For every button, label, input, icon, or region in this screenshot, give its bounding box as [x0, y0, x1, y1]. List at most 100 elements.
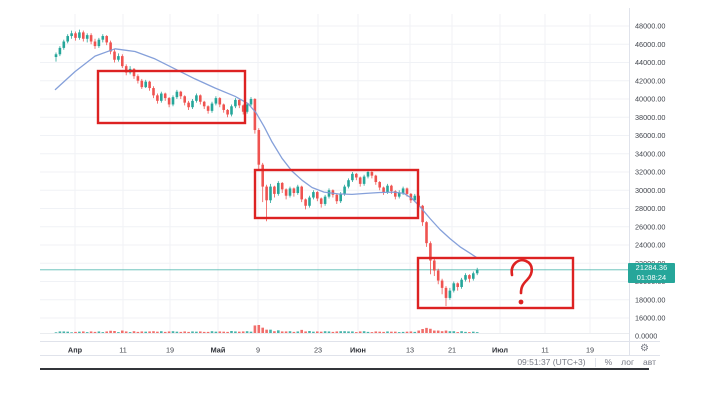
volume-bar [222, 331, 225, 333]
volume-bar [132, 331, 136, 333]
volume-bar [152, 331, 155, 333]
candle-body [355, 173, 358, 178]
candle-body [66, 36, 69, 42]
volume-bar [421, 329, 424, 333]
volume-bar [382, 331, 385, 333]
volume-bar [433, 330, 436, 333]
auto-scale-toggle[interactable]: авт [643, 357, 656, 367]
gear-icon[interactable]: ⚙ [640, 343, 649, 354]
volume-bar [397, 332, 401, 333]
volume-bar [460, 331, 463, 333]
volume-bar [339, 331, 342, 333]
candle-body [148, 81, 151, 89]
candle-body [105, 36, 108, 43]
price-tick-label: 48000.00 [635, 22, 665, 31]
volume-bar [199, 331, 202, 333]
volume-bar [93, 331, 97, 333]
candle-body [277, 182, 280, 194]
volume-bar [175, 331, 179, 333]
volume-bar [277, 330, 280, 333]
divider [594, 357, 596, 367]
volume-bar [436, 330, 440, 333]
candle-body [335, 194, 339, 202]
time-tick-label: 13 [406, 346, 414, 355]
volume-bar [448, 331, 452, 333]
volume-bar [296, 331, 300, 333]
volume-bar [113, 331, 116, 333]
volume-bar [238, 331, 241, 333]
candle-body [117, 56, 120, 60]
log-scale-toggle[interactable]: лог [621, 357, 635, 367]
volume-bar [351, 331, 354, 333]
volume-bar [413, 331, 417, 333]
time-tick-label: 19 [166, 346, 174, 355]
candle-body [269, 186, 272, 201]
volume-bar [163, 331, 167, 333]
candle-body [292, 188, 296, 193]
candle-body [421, 205, 424, 223]
price-tick-label: 30000.00 [635, 186, 665, 195]
question-mark-dot [518, 299, 524, 305]
volume-bar [444, 330, 448, 333]
volume-bar [452, 331, 456, 333]
time-tick-label: 9 [256, 346, 260, 355]
price-tick-label: 44000.00 [635, 58, 665, 67]
volume-bar [257, 325, 261, 333]
volume-bar [370, 332, 374, 333]
candle-body [382, 187, 385, 193]
volume-bar [230, 331, 233, 333]
volume-bar [468, 332, 471, 333]
volume-bar [472, 331, 475, 333]
time-tick-label: Апр [68, 346, 83, 355]
percent-scale-toggle[interactable]: % [604, 357, 613, 367]
volume-bar [312, 331, 315, 333]
candle-body [140, 80, 144, 88]
volume-bar [218, 331, 222, 333]
volume-bar [210, 331, 214, 333]
volume-bar [464, 331, 467, 333]
volume-bar [362, 331, 366, 333]
candle-body [448, 290, 452, 298]
volume-bar [300, 329, 303, 333]
price-tick-label: 26000.00 [635, 222, 665, 231]
candle-body [78, 32, 81, 38]
volume-bar [85, 332, 89, 333]
volume-bar [140, 331, 144, 333]
volume-bar [425, 327, 428, 333]
candle-body [226, 109, 229, 115]
candle-body [316, 192, 319, 199]
price-tick-label: 28000.00 [635, 204, 665, 213]
volume-bar [417, 330, 420, 333]
volume-bar [401, 331, 405, 333]
volume-bar [109, 330, 112, 333]
candle-body [179, 91, 183, 97]
volume-bar [148, 331, 151, 333]
price-tick-label: 24000.00 [635, 241, 665, 250]
candle-body [195, 95, 198, 101]
volume-bar [273, 331, 276, 333]
price-tick-label: 40000.00 [635, 95, 665, 104]
candle-body [54, 54, 58, 58]
candle-body [124, 66, 128, 73]
volume-bar [335, 331, 339, 333]
question-mark [510, 258, 534, 305]
candle-body [238, 99, 241, 106]
candle-body [85, 35, 89, 39]
volume-bar [195, 331, 198, 333]
volume-bar [308, 331, 311, 333]
candle-body [70, 33, 73, 37]
candle-body [464, 275, 467, 280]
volume-bar [261, 327, 264, 333]
volume-bar [167, 331, 171, 333]
volume-bar [323, 331, 327, 333]
volume-bar [156, 331, 159, 333]
candle-body [319, 198, 323, 204]
volume-bar [394, 331, 397, 333]
price-tick-label: 32000.00 [635, 168, 665, 177]
time-tick-label: 23 [314, 346, 322, 355]
volume-bar [226, 331, 229, 333]
candle-body [456, 283, 459, 287]
candle-body [191, 100, 194, 108]
question-mark-stroke [510, 258, 534, 295]
